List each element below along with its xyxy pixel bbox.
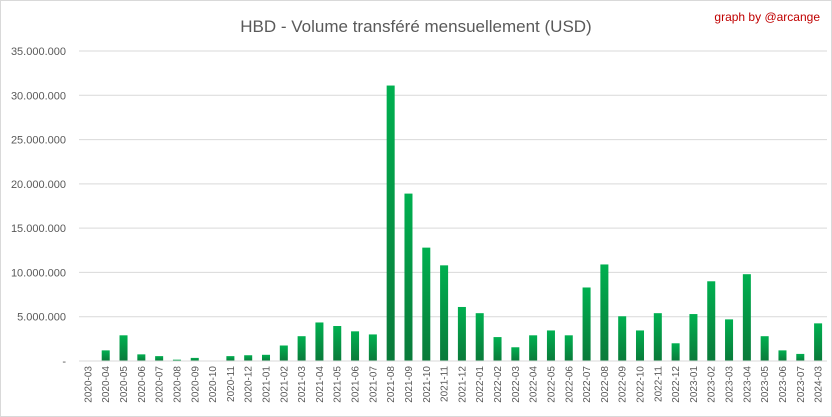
bar-2020-04 xyxy=(101,350,110,361)
bar-2022-11 xyxy=(653,313,662,361)
y-tick-label: 15.000.000 xyxy=(11,223,66,235)
bar-2021-11 xyxy=(440,265,449,361)
y-tick-label: 5.000.000 xyxy=(17,312,66,324)
bar-2021-01 xyxy=(261,354,271,361)
x-tick-label: 2020-10 xyxy=(208,366,219,403)
bar-2022-08 xyxy=(600,264,609,361)
x-tick-label: 2022-03 xyxy=(511,366,522,403)
x-tick-label: 2022-09 xyxy=(618,366,629,403)
bar-2020-12 xyxy=(244,355,253,361)
bar-2020-05 xyxy=(119,335,128,361)
x-tick-label: 2021-08 xyxy=(386,366,397,403)
x-axis-ticks: 2020-03 2020-04 2020-05 2020-06 2020-07 2020-… xyxy=(83,366,824,403)
bar-2022-01 xyxy=(475,313,484,361)
chart-title: HBD - Volume transféré mensuellement (US… xyxy=(240,17,591,36)
x-tick-label: 2021-04 xyxy=(315,366,326,403)
y-tick-label: 35.000.000 xyxy=(11,46,66,58)
x-tick-label: 2022-07 xyxy=(582,366,593,403)
chart-credit: graph by @arcange xyxy=(714,10,820,24)
bar-2022-02 xyxy=(493,337,502,361)
bar-2021-06 xyxy=(351,331,360,361)
x-tick-label: 2021-07 xyxy=(368,366,379,403)
bar-2022-12 xyxy=(671,343,680,361)
gridlines xyxy=(79,50,827,318)
bar-2022-03 xyxy=(511,347,520,361)
bar-2021-08 xyxy=(386,85,395,362)
y-tick-label: 30.000.000 xyxy=(11,90,66,102)
bar-2023-01 xyxy=(689,314,698,361)
bar-2020-11 xyxy=(226,356,235,361)
x-tick-label: 2022-10 xyxy=(636,366,647,403)
x-tick-label: 2020-03 xyxy=(83,366,94,403)
x-tick-label: 2022-05 xyxy=(546,366,557,403)
x-tick-label: 2022-01 xyxy=(475,366,486,403)
x-tick-label: 2021-05 xyxy=(333,366,344,403)
x-tick-label: 2021-11 xyxy=(440,366,451,402)
y-axis-ticks: - 5.000.000 10.000.000 15.000.000 20.000.000… xyxy=(11,46,66,368)
x-tick-label: 2023-06 xyxy=(778,366,789,403)
bar-2022-09 xyxy=(618,316,627,361)
bar-2023-03 xyxy=(725,319,734,361)
bars xyxy=(101,85,823,362)
bar-2023-02 xyxy=(707,281,716,361)
x-tick-label: 2020-12 xyxy=(244,366,255,403)
bar-2023-07 xyxy=(796,353,805,361)
bar-2020-09 xyxy=(190,357,199,361)
bar-2023-04 xyxy=(742,274,751,361)
y-tick-label: 25.000.000 xyxy=(11,135,66,147)
x-tick-label: 2023-07 xyxy=(796,366,807,403)
x-tick-label: 2021-09 xyxy=(404,366,415,403)
bar-2022-06 xyxy=(564,335,573,361)
x-tick-label: 2021-03 xyxy=(297,366,308,403)
x-tick-label: 2021-06 xyxy=(351,366,362,403)
bar-2022-10 xyxy=(635,330,645,361)
x-tick-label: 2020-06 xyxy=(137,366,148,403)
x-tick-label: 2022-08 xyxy=(600,366,611,403)
x-tick-label: 2020-05 xyxy=(119,366,130,403)
bar-2021-02 xyxy=(279,345,288,361)
x-tick-label: 2024-03 xyxy=(814,366,825,403)
x-tick-label: 2020-04 xyxy=(101,366,112,403)
bar-2021-04 xyxy=(315,322,324,361)
x-tick-label: 2020-09 xyxy=(190,366,201,403)
bar-2021-09 xyxy=(404,193,413,361)
x-tick-label: 2022-02 xyxy=(493,366,504,403)
x-tick-label: 2021-01 xyxy=(262,366,273,403)
x-tick-label: 2021-02 xyxy=(279,366,290,403)
bar-2020-07 xyxy=(155,356,164,361)
bar-2022-07 xyxy=(582,287,591,361)
x-tick-label: 2020-08 xyxy=(172,366,183,403)
x-tick-label: 2023-05 xyxy=(760,366,771,403)
bar-2022-05 xyxy=(546,330,555,361)
bar-2021-03 xyxy=(297,336,306,361)
bar-2021-05 xyxy=(333,326,342,361)
x-tick-label: 2022-11 xyxy=(653,366,664,402)
bar-2024-03 xyxy=(814,323,823,361)
x-tick-label: 2022-12 xyxy=(671,366,682,403)
x-tick-label: 2022-04 xyxy=(529,366,540,403)
y-tick-label: 20.000.000 xyxy=(11,179,66,191)
bar-2023-05 xyxy=(760,336,769,361)
bar-2021-10 xyxy=(422,247,431,361)
x-tick-label: 2020-07 xyxy=(155,366,166,403)
x-tick-label: 2021-10 xyxy=(422,366,433,403)
y-tick-label: - xyxy=(62,356,66,368)
x-tick-label: 2021-12 xyxy=(457,366,468,403)
bar-2021-07 xyxy=(368,334,377,361)
bar-2020-06 xyxy=(137,354,146,361)
x-tick-label: 2023-03 xyxy=(725,366,736,403)
x-tick-label: 2020-11 xyxy=(226,366,237,402)
bar-2022-04 xyxy=(529,335,538,361)
x-tick-label: 2023-04 xyxy=(742,366,753,403)
bar-2023-06 xyxy=(778,350,787,361)
bar-2020-08 xyxy=(172,359,181,361)
y-tick-label: 10.000.000 xyxy=(11,267,66,279)
x-tick-label: 2023-01 xyxy=(689,366,700,403)
x-tick-label: 2023-02 xyxy=(707,366,718,403)
bar-2021-12 xyxy=(457,306,466,361)
x-tick-label: 2022-06 xyxy=(564,366,575,403)
